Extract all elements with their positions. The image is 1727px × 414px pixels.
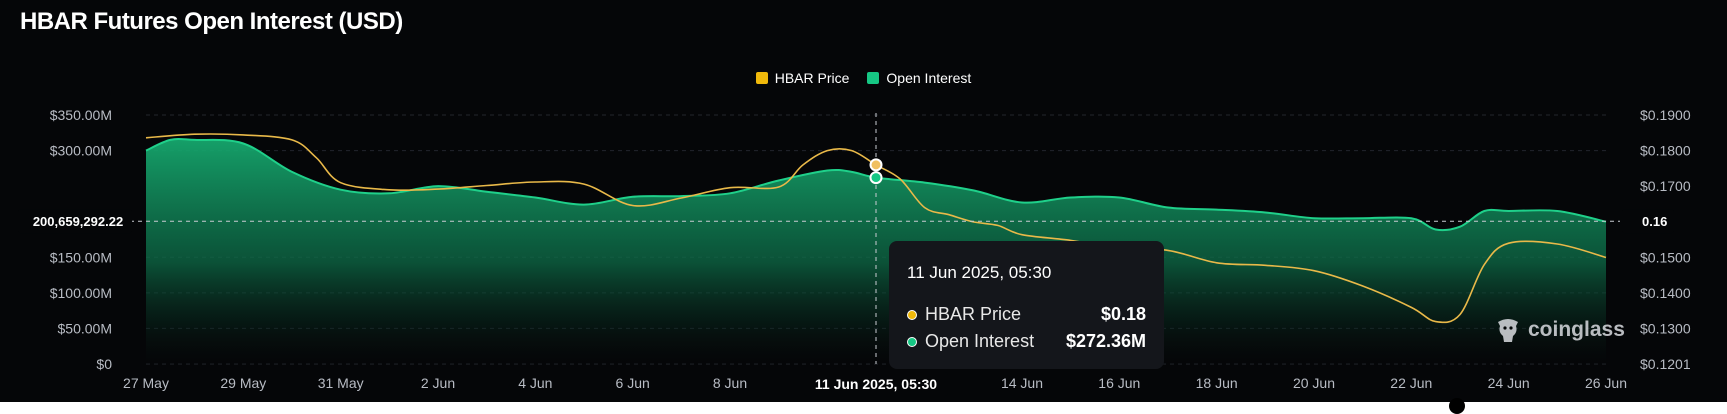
watermark-text: coinglass bbox=[1528, 318, 1625, 341]
x-tick-label: 18 Jun bbox=[1196, 375, 1238, 391]
tooltip-label-hbar-price: HBAR Price bbox=[925, 304, 1022, 324]
tooltip-time: 11 Jun 2025, 05:30 bbox=[907, 263, 1052, 282]
tooltip-label-open-interest: Open Interest bbox=[925, 331, 1035, 351]
y-right-tick-label: $0.1500 bbox=[1640, 249, 1691, 265]
cursor-dot bbox=[1449, 398, 1465, 414]
hbar-price-line bbox=[145, 133, 1607, 324]
crosshair-left-label: 200,659,292.22 bbox=[33, 214, 123, 229]
y-left-tick-label: $0 bbox=[96, 356, 112, 372]
x-tick-label: 31 May bbox=[318, 375, 364, 391]
tooltip-dot-hbar-price bbox=[907, 309, 917, 320]
tooltip-row-open-interest: Open Interest $272.36M bbox=[907, 328, 1146, 355]
x-tick-label: 16 Jun bbox=[1098, 375, 1140, 391]
y-right-tick-label: $0.1800 bbox=[1640, 143, 1691, 159]
x-tick-label: 24 Jun bbox=[1488, 375, 1530, 391]
y-left-tick-label: $300.00M bbox=[50, 143, 112, 159]
crosshair-marker-open-interest bbox=[869, 171, 883, 185]
y-left-tick-label: $350.00M bbox=[50, 107, 112, 123]
x-tick-label: 2 Jun bbox=[421, 375, 455, 391]
axis-labels: $350.00M $300.00M $150.00M $100.00M $50.00M $… bbox=[50, 107, 1691, 391]
price-line-layer bbox=[145, 133, 1607, 324]
tooltip-row-hbar-price: HBAR Price $0.18 bbox=[907, 301, 1146, 328]
x-tick-label: 26 Jun bbox=[1585, 375, 1627, 391]
x-tick-label: 27 May bbox=[123, 375, 169, 391]
y-left-tick-label: $150.00M bbox=[50, 249, 112, 265]
x-tick-label: 8 Jun bbox=[713, 375, 747, 391]
y-right-tick-label: $0.1201 bbox=[1640, 356, 1691, 372]
tooltip-value-hbar-price: $0.18 bbox=[1100, 304, 1146, 324]
y-right-tick-label: $0.1700 bbox=[1640, 178, 1691, 194]
tooltip: 11 Jun 2025, 05:30 HBAR Price $0.18 Open… bbox=[889, 241, 1164, 369]
legend-label-open-interest: Open Interest bbox=[886, 70, 972, 86]
y-right-tick-label: $0.1400 bbox=[1640, 285, 1691, 301]
crosshair-marker-hbar-price bbox=[869, 158, 883, 172]
x-tick-label: 4 Jun bbox=[518, 375, 552, 391]
legend-swatch-hbar-price bbox=[755, 72, 768, 84]
y-left-tick-label: $100.00M bbox=[50, 285, 112, 301]
coinglass-logo-icon bbox=[1498, 319, 1518, 342]
crosshair-right-label: 0.16 bbox=[1642, 214, 1667, 229]
y-right-tick-label: $0.1900 bbox=[1640, 107, 1691, 123]
legend-item-open-interest[interactable]: Open Interest bbox=[867, 70, 971, 86]
x-tick-label: 6 Jun bbox=[616, 375, 650, 391]
tooltip-value-open-interest: $272.36M bbox=[1065, 331, 1146, 351]
legend-item-hbar-price[interactable]: HBAR Price bbox=[755, 70, 850, 86]
legend-swatch-open-interest bbox=[867, 72, 880, 84]
legend-label-hbar-price: HBAR Price bbox=[774, 70, 850, 86]
crosshair-left-label-bg bbox=[18, 209, 132, 234]
x-tick-label: 20 Jun bbox=[1293, 375, 1335, 391]
legend: HBAR Price Open Interest bbox=[0, 70, 1727, 86]
chart-panel: HBAR Futures Open Interest (USD) HBAR Pr… bbox=[0, 0, 1727, 402]
x-tick-label: 29 May bbox=[220, 375, 266, 391]
coinglass-watermark: coinglass bbox=[1494, 316, 1625, 344]
crosshair-x-label-bg bbox=[804, 372, 948, 396]
chart-title: HBAR Futures Open Interest (USD) bbox=[20, 8, 403, 35]
crosshair-x-label: 11 Jun 2025, 05:30 bbox=[815, 376, 937, 392]
crosshair: 200,659,292.22 0.16 11 Jun 2025, 05:30 bbox=[18, 113, 1674, 396]
tooltip-dot-open-interest bbox=[907, 336, 917, 347]
y-right-tick-label: $0.1300 bbox=[1640, 321, 1691, 337]
x-tick-label: 22 Jun bbox=[1390, 375, 1432, 391]
y-left-tick-label: $50.00M bbox=[58, 320, 112, 336]
chart-plot[interactable]: 200,659,292.22 0.16 11 Jun 2025, 05:30 $35… bbox=[0, 0, 1727, 402]
x-tick-label: 14 Jun bbox=[1001, 375, 1043, 391]
crosshair-right-label-bg bbox=[1622, 209, 1674, 234]
